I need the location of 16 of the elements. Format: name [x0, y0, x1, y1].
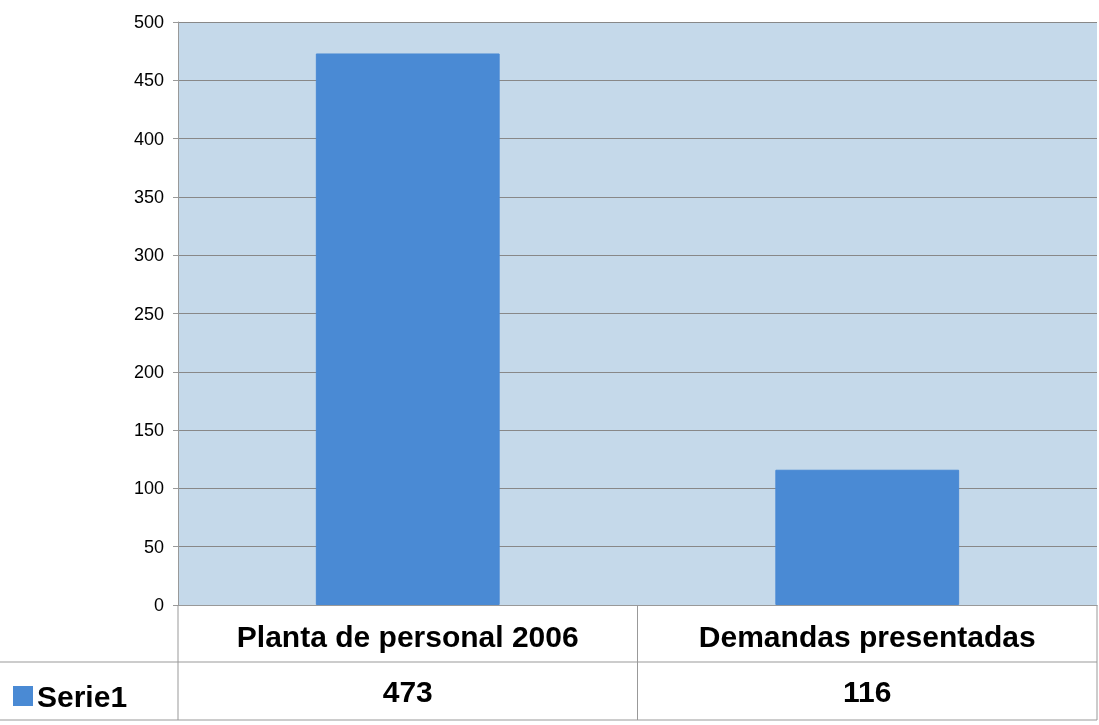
data-label: 473 [382, 674, 433, 708]
data-label: 116 [843, 674, 892, 708]
y-tick-label: 500 [133, 12, 164, 32]
x-tick-label: Planta de personal 2006 [236, 619, 579, 653]
y-tick-label: 150 [133, 420, 164, 441]
y-tick-label: 250 [133, 303, 164, 324]
y-tick-label: 100 [133, 478, 164, 499]
y-tick-label: 450 [133, 70, 164, 91]
y-tick-label: 200 [133, 361, 164, 382]
y-tick-label: 300 [133, 245, 164, 266]
legend-label: Serie1 [37, 679, 128, 713]
y-tick-label: 0 [153, 595, 164, 615]
y-tick-label: 350 [133, 186, 164, 207]
y-tick-label: 50 [143, 536, 164, 557]
x-tick-label: Demandas presentadas [698, 619, 1036, 653]
y-tick-label: 400 [133, 128, 164, 149]
